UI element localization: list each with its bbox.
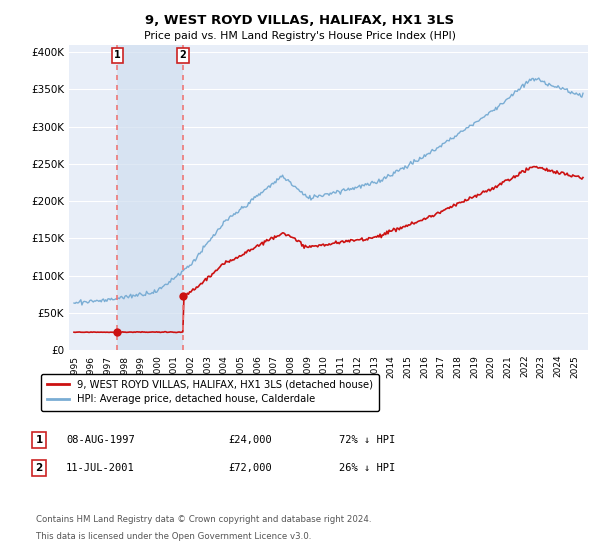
Text: 72% ↓ HPI: 72% ↓ HPI bbox=[339, 435, 395, 445]
Text: 2: 2 bbox=[179, 50, 187, 60]
Text: Contains HM Land Registry data © Crown copyright and database right 2024.: Contains HM Land Registry data © Crown c… bbox=[36, 515, 371, 524]
Bar bbox=[118, 45, 183, 350]
Text: £24,000: £24,000 bbox=[228, 435, 272, 445]
Text: 11-JUL-2001: 11-JUL-2001 bbox=[66, 463, 135, 473]
Legend: 9, WEST ROYD VILLAS, HALIFAX, HX1 3LS (detached house), HPI: Average price, deta: 9, WEST ROYD VILLAS, HALIFAX, HX1 3LS (d… bbox=[41, 374, 379, 410]
Text: 9, WEST ROYD VILLAS, HALIFAX, HX1 3LS: 9, WEST ROYD VILLAS, HALIFAX, HX1 3LS bbox=[145, 14, 455, 27]
Text: 08-AUG-1997: 08-AUG-1997 bbox=[66, 435, 135, 445]
Text: 26% ↓ HPI: 26% ↓ HPI bbox=[339, 463, 395, 473]
Text: This data is licensed under the Open Government Licence v3.0.: This data is licensed under the Open Gov… bbox=[36, 532, 311, 541]
Text: 1: 1 bbox=[35, 435, 43, 445]
Text: 2: 2 bbox=[35, 463, 43, 473]
Text: 1: 1 bbox=[114, 50, 121, 60]
Text: Price paid vs. HM Land Registry's House Price Index (HPI): Price paid vs. HM Land Registry's House … bbox=[144, 31, 456, 41]
Text: £72,000: £72,000 bbox=[228, 463, 272, 473]
